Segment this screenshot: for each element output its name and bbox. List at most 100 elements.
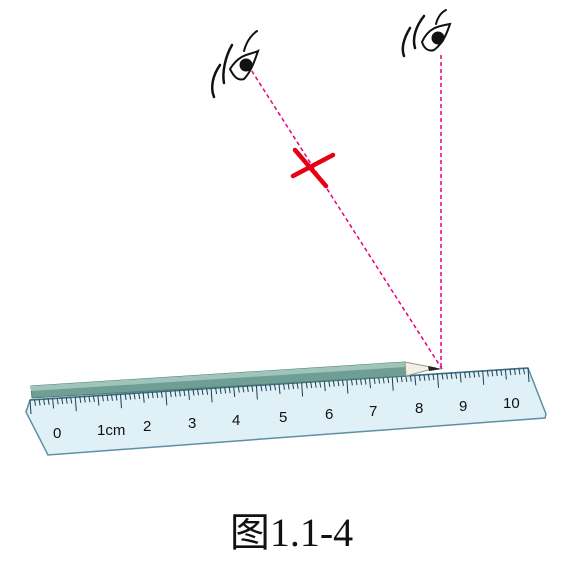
ruler-tick [482,370,485,385]
ruler-tick [83,396,86,403]
ruler-tick [201,388,204,395]
ruler-tick [34,399,36,406]
ruler-label-5: 5 [279,409,287,426]
ruler-ticks [29,367,530,415]
ruler-tick [228,387,231,394]
ruler-tick [147,392,150,399]
ruler-tick [151,392,154,399]
pencil [30,361,442,399]
ruler-tick [260,385,263,392]
ruler-tick [224,387,227,394]
ruler-tick [52,398,55,409]
ruler-tick [296,382,299,389]
ruler-label-8: 8 [415,400,423,417]
eye-icon [401,9,452,58]
ruler-tick [305,382,308,389]
ruler-tick [192,389,195,396]
ruler-tick [504,369,507,380]
ruler-tick [120,394,122,409]
eye-icon [211,30,260,99]
ruler-tick [174,390,177,397]
ruler-label-3: 3 [188,415,196,432]
ruler-tick [65,397,68,404]
ruler-tick [255,385,258,400]
ruler-tick [133,393,136,400]
ruler-tick [341,379,344,386]
ruler-tick [115,394,118,401]
ruler-tick [441,373,444,380]
ruler: 0 1cm 2 3 4 5 6 7 8 9 10 [25,367,547,456]
ruler-tick [183,390,186,397]
ruler-tick [319,381,322,388]
ruler-tick [332,380,335,387]
ruler-tick [74,397,77,412]
ruler-tick [210,388,213,403]
ruler-tick [405,375,408,382]
ruler-tick [432,374,435,381]
ruler-tick [346,379,349,394]
ruler-label-7: 7 [369,403,377,420]
ruler-label-10: 10 [503,395,520,412]
ruler-tick [477,371,480,378]
ruler-tick [142,392,145,403]
ruler-tick [500,369,503,376]
ruler-tick [38,399,41,406]
ruler-tick [106,395,109,402]
ruler-tick [111,394,113,401]
ruler-tick [237,386,240,393]
ruler-tick [219,387,222,394]
wrong-mark-icon [290,147,336,189]
ruler-unit-label: 1cm [97,422,125,439]
sight-line-oblique [247,64,443,370]
ruler-tick [396,376,399,383]
ruler-tick [373,377,376,384]
ruler-tick [43,399,46,406]
pencil-highlight [31,362,405,391]
ruler-tick [301,382,304,397]
ruler-tick [323,381,326,392]
ruler-tick [400,376,403,383]
ruler-label-6: 6 [325,406,333,423]
ruler-tick [29,399,32,415]
ruler-label-0: 0 [53,425,61,442]
ruler-tick [47,398,50,405]
ruler-tick [246,385,249,393]
ruler-tick [509,369,512,376]
ruler-tick [518,368,521,375]
ruler-tick [369,378,371,389]
ruler-tick [495,369,498,377]
ruler-tick [188,389,190,400]
ruler-tick [446,373,448,380]
ruler-tick [491,370,494,377]
ruler-tick [314,381,317,388]
ruler-tick [423,374,426,381]
ruler-tick [206,388,209,395]
ruler-tick [418,374,421,382]
ruler-tick [242,386,245,393]
ruler-tick [169,390,172,398]
ruler-tick [56,398,59,405]
ruler-tick [414,375,417,386]
ruler-tick [355,379,358,386]
ruler-tick [269,384,272,391]
ruler-label-2: 2 [143,418,151,435]
ruler-tick [79,396,82,403]
ruler-tick [473,371,476,378]
ruler-tick [310,381,313,389]
ruler-tick [287,383,290,390]
ruler-tick [464,372,467,379]
ruler-tick [459,372,462,383]
ruler-tick [486,370,489,377]
ruler-tick [468,371,471,378]
ruler-tick [283,383,285,390]
ruler-tick [88,396,91,403]
ruler-tick [215,388,218,395]
ruler-tick [360,378,362,385]
ruler-tick [233,386,236,397]
ruler-tick [391,376,394,391]
ruler-label-9: 9 [459,398,467,415]
ruler-tick [178,390,181,397]
ruler-tick [437,373,439,388]
ruler-tick [70,397,73,404]
ruler-tick [251,385,254,392]
